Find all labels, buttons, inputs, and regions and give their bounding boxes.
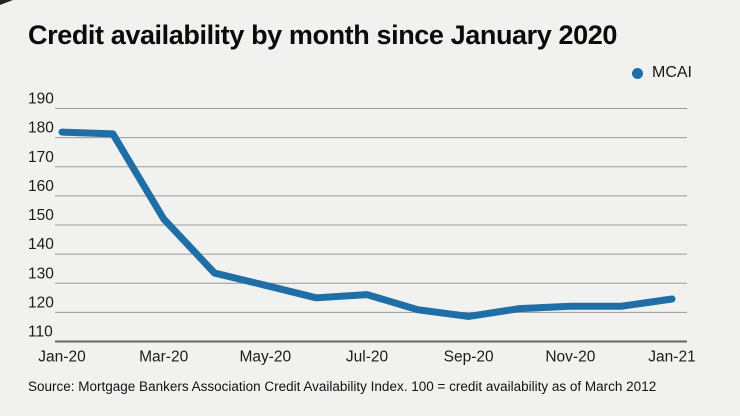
x-tick-label: Nov-20 — [545, 349, 595, 366]
x-tick-label: Jan-20 — [38, 349, 86, 366]
y-tick-label: 190 — [28, 91, 54, 108]
x-tick-label: Mar-20 — [139, 349, 188, 366]
source-note: Source: Mortgage Bankers Association Cre… — [28, 379, 657, 394]
line-chart: 190 180 170 160 150 140 130 120 110 Jan-20 Mar-20 M… — [28, 91, 696, 366]
corner-artifact — [0, 0, 13, 5]
chart-title: Credit availability by month since Janua… — [28, 20, 617, 50]
y-tick-label: 130 — [28, 265, 54, 282]
x-tick-label: May-20 — [239, 349, 291, 366]
legend: MCAI — [632, 64, 692, 82]
x-tick-label: Jul-20 — [346, 349, 389, 366]
x-tick-label: Sep-20 — [444, 349, 494, 366]
y-tick-label: 170 — [28, 149, 54, 166]
x-tick-label: Jan-21 — [648, 349, 695, 366]
y-tick-label: 180 — [28, 120, 54, 137]
legend-marker-icon — [632, 67, 643, 79]
y-tick-label: 150 — [28, 207, 54, 224]
y-tick-label: 160 — [28, 178, 54, 195]
y-tick-label: 140 — [28, 236, 54, 253]
mcai-line — [58, 128, 676, 320]
y-tick-label: 110 — [28, 324, 53, 341]
y-tick-label: 120 — [28, 294, 54, 311]
legend-label: MCAI — [652, 64, 692, 81]
